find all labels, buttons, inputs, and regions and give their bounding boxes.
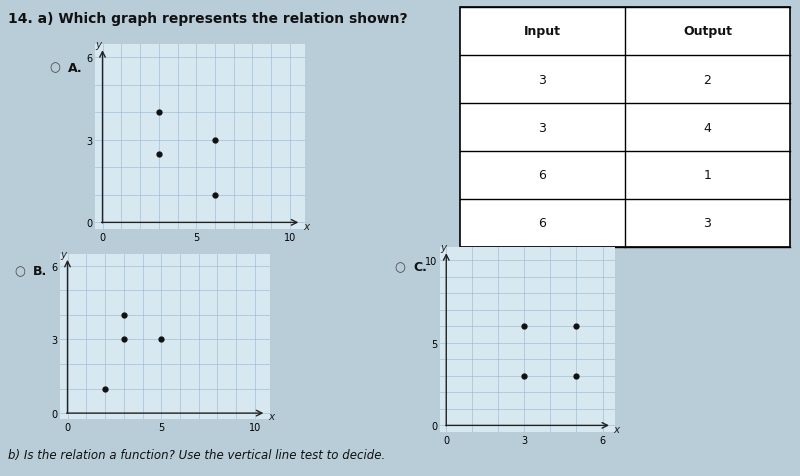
Text: 3: 3 bbox=[538, 121, 546, 134]
Text: Output: Output bbox=[683, 25, 732, 39]
Bar bbox=[460, 8, 790, 248]
Text: B.: B. bbox=[33, 265, 47, 278]
Text: C.: C. bbox=[413, 261, 427, 274]
Text: ○: ○ bbox=[50, 61, 61, 74]
Text: 3: 3 bbox=[703, 217, 711, 230]
Text: A.: A. bbox=[68, 61, 82, 74]
Text: 4: 4 bbox=[703, 121, 711, 134]
Text: 3: 3 bbox=[538, 73, 546, 86]
Text: Input: Input bbox=[524, 25, 561, 39]
Text: 6: 6 bbox=[538, 169, 546, 182]
Text: x: x bbox=[303, 221, 310, 231]
Text: y: y bbox=[61, 249, 67, 259]
Text: x: x bbox=[613, 424, 619, 434]
Text: 2: 2 bbox=[703, 73, 711, 86]
Text: 14. a) Which graph represents the relation shown?: 14. a) Which graph represents the relati… bbox=[8, 12, 408, 26]
Text: x: x bbox=[269, 411, 274, 421]
Text: ○: ○ bbox=[14, 265, 26, 278]
Text: 6: 6 bbox=[538, 217, 546, 230]
Text: 1: 1 bbox=[703, 169, 711, 182]
Text: b) Is the relation a function? Use the vertical line test to decide.: b) Is the relation a function? Use the v… bbox=[8, 448, 386, 461]
Text: y: y bbox=[440, 242, 446, 252]
Text: ○: ○ bbox=[394, 261, 406, 274]
Text: y: y bbox=[96, 40, 102, 50]
